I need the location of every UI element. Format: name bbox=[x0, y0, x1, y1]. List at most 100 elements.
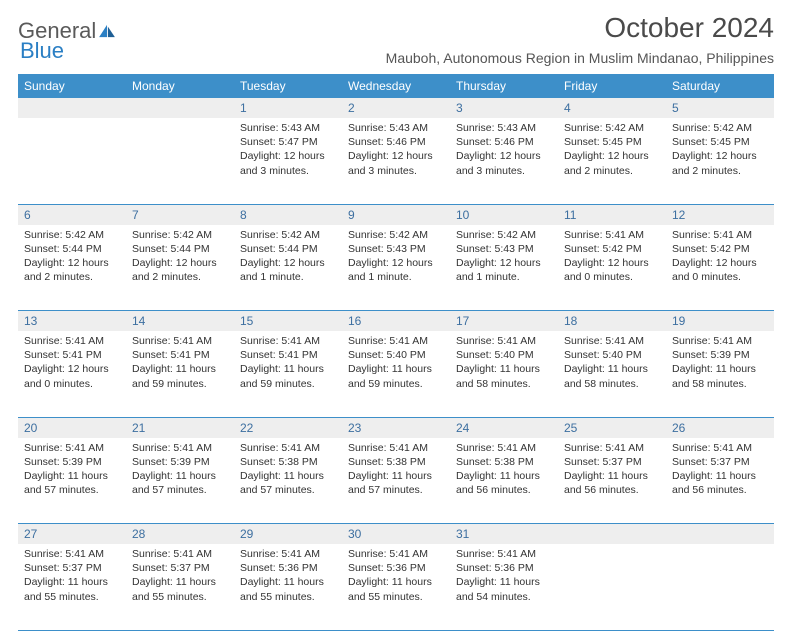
weekday-header: Thursday bbox=[450, 74, 558, 98]
day-content-row: Sunrise: 5:41 AMSunset: 5:39 PMDaylight:… bbox=[18, 438, 774, 524]
day-details: Sunrise: 5:41 AMSunset: 5:42 PMDaylight:… bbox=[666, 225, 774, 291]
day-number-cell: 29 bbox=[234, 524, 342, 545]
day-details: Sunrise: 5:41 AMSunset: 5:40 PMDaylight:… bbox=[342, 331, 450, 397]
day-content-row: Sunrise: 5:42 AMSunset: 5:44 PMDaylight:… bbox=[18, 225, 774, 311]
day-cell: Sunrise: 5:41 AMSunset: 5:41 PMDaylight:… bbox=[126, 331, 234, 417]
day-number-cell: 10 bbox=[450, 204, 558, 225]
day-cell: Sunrise: 5:41 AMSunset: 5:37 PMDaylight:… bbox=[666, 438, 774, 524]
day-number-cell: 26 bbox=[666, 417, 774, 438]
day-details: Sunrise: 5:43 AMSunset: 5:46 PMDaylight:… bbox=[342, 118, 450, 184]
day-details: Sunrise: 5:41 AMSunset: 5:38 PMDaylight:… bbox=[342, 438, 450, 504]
day-cell: Sunrise: 5:41 AMSunset: 5:41 PMDaylight:… bbox=[234, 331, 342, 417]
day-number-cell: 19 bbox=[666, 311, 774, 332]
day-details: Sunrise: 5:41 AMSunset: 5:37 PMDaylight:… bbox=[126, 544, 234, 610]
day-cell: Sunrise: 5:43 AMSunset: 5:47 PMDaylight:… bbox=[234, 118, 342, 204]
logo-text-blue: Blue bbox=[20, 38, 64, 63]
day-cell: Sunrise: 5:41 AMSunset: 5:39 PMDaylight:… bbox=[666, 331, 774, 417]
weekday-header: Monday bbox=[126, 74, 234, 98]
weekday-header: Tuesday bbox=[234, 74, 342, 98]
day-details: Sunrise: 5:43 AMSunset: 5:46 PMDaylight:… bbox=[450, 118, 558, 184]
day-number-cell: 31 bbox=[450, 524, 558, 545]
day-cell bbox=[666, 544, 774, 630]
day-cell: Sunrise: 5:42 AMSunset: 5:43 PMDaylight:… bbox=[450, 225, 558, 311]
day-details: Sunrise: 5:41 AMSunset: 5:38 PMDaylight:… bbox=[234, 438, 342, 504]
day-cell bbox=[126, 118, 234, 204]
day-details: Sunrise: 5:42 AMSunset: 5:43 PMDaylight:… bbox=[450, 225, 558, 291]
day-cell: Sunrise: 5:42 AMSunset: 5:44 PMDaylight:… bbox=[126, 225, 234, 311]
day-cell: Sunrise: 5:42 AMSunset: 5:43 PMDaylight:… bbox=[342, 225, 450, 311]
day-number-cell bbox=[126, 98, 234, 118]
day-number-cell bbox=[18, 98, 126, 118]
day-cell: Sunrise: 5:42 AMSunset: 5:44 PMDaylight:… bbox=[234, 225, 342, 311]
day-cell: Sunrise: 5:41 AMSunset: 5:38 PMDaylight:… bbox=[342, 438, 450, 524]
day-number-cell: 23 bbox=[342, 417, 450, 438]
day-number-cell: 18 bbox=[558, 311, 666, 332]
day-number-cell: 7 bbox=[126, 204, 234, 225]
day-number-cell: 1 bbox=[234, 98, 342, 118]
day-details: Sunrise: 5:42 AMSunset: 5:44 PMDaylight:… bbox=[126, 225, 234, 291]
day-number-cell: 12 bbox=[666, 204, 774, 225]
day-cell: Sunrise: 5:41 AMSunset: 5:37 PMDaylight:… bbox=[18, 544, 126, 630]
day-details: Sunrise: 5:42 AMSunset: 5:45 PMDaylight:… bbox=[558, 118, 666, 184]
day-cell: Sunrise: 5:41 AMSunset: 5:36 PMDaylight:… bbox=[234, 544, 342, 630]
day-cell: Sunrise: 5:42 AMSunset: 5:45 PMDaylight:… bbox=[558, 118, 666, 204]
day-cell: Sunrise: 5:41 AMSunset: 5:40 PMDaylight:… bbox=[558, 331, 666, 417]
day-cell: Sunrise: 5:41 AMSunset: 5:42 PMDaylight:… bbox=[666, 225, 774, 311]
day-cell: Sunrise: 5:42 AMSunset: 5:44 PMDaylight:… bbox=[18, 225, 126, 311]
logo-sail-icon bbox=[98, 24, 116, 38]
day-cell: Sunrise: 5:41 AMSunset: 5:41 PMDaylight:… bbox=[18, 331, 126, 417]
day-number-cell: 6 bbox=[18, 204, 126, 225]
day-number-cell: 3 bbox=[450, 98, 558, 118]
day-number-cell: 22 bbox=[234, 417, 342, 438]
day-cell: Sunrise: 5:41 AMSunset: 5:40 PMDaylight:… bbox=[450, 331, 558, 417]
day-details: Sunrise: 5:41 AMSunset: 5:39 PMDaylight:… bbox=[18, 438, 126, 504]
day-cell bbox=[18, 118, 126, 204]
day-number-cell: 9 bbox=[342, 204, 450, 225]
day-cell: Sunrise: 5:41 AMSunset: 5:37 PMDaylight:… bbox=[126, 544, 234, 630]
day-cell: Sunrise: 5:41 AMSunset: 5:39 PMDaylight:… bbox=[126, 438, 234, 524]
day-cell: Sunrise: 5:41 AMSunset: 5:36 PMDaylight:… bbox=[450, 544, 558, 630]
header: General October 2024 Mauboh, Autonomous … bbox=[18, 12, 774, 66]
day-content-row: Sunrise: 5:41 AMSunset: 5:37 PMDaylight:… bbox=[18, 544, 774, 630]
day-number-cell: 28 bbox=[126, 524, 234, 545]
day-details: Sunrise: 5:41 AMSunset: 5:37 PMDaylight:… bbox=[558, 438, 666, 504]
day-number-cell: 20 bbox=[18, 417, 126, 438]
day-number-cell: 16 bbox=[342, 311, 450, 332]
day-number-cell: 25 bbox=[558, 417, 666, 438]
day-number-cell bbox=[558, 524, 666, 545]
day-details: Sunrise: 5:42 AMSunset: 5:44 PMDaylight:… bbox=[18, 225, 126, 291]
day-cell: Sunrise: 5:41 AMSunset: 5:39 PMDaylight:… bbox=[18, 438, 126, 524]
day-details: Sunrise: 5:41 AMSunset: 5:36 PMDaylight:… bbox=[450, 544, 558, 610]
day-details: Sunrise: 5:42 AMSunset: 5:44 PMDaylight:… bbox=[234, 225, 342, 291]
weekday-header: Saturday bbox=[666, 74, 774, 98]
day-cell: Sunrise: 5:41 AMSunset: 5:38 PMDaylight:… bbox=[450, 438, 558, 524]
day-cell bbox=[558, 544, 666, 630]
day-cell: Sunrise: 5:41 AMSunset: 5:37 PMDaylight:… bbox=[558, 438, 666, 524]
day-details: Sunrise: 5:41 AMSunset: 5:39 PMDaylight:… bbox=[666, 331, 774, 397]
day-number-cell: 21 bbox=[126, 417, 234, 438]
day-details: Sunrise: 5:41 AMSunset: 5:41 PMDaylight:… bbox=[18, 331, 126, 397]
day-number-row: 12345 bbox=[18, 98, 774, 118]
day-details: Sunrise: 5:41 AMSunset: 5:39 PMDaylight:… bbox=[126, 438, 234, 504]
day-number-cell: 8 bbox=[234, 204, 342, 225]
day-number-cell: 2 bbox=[342, 98, 450, 118]
day-number-cell: 17 bbox=[450, 311, 558, 332]
title-block: October 2024 Mauboh, Autonomous Region i… bbox=[386, 12, 774, 66]
weekday-header: Friday bbox=[558, 74, 666, 98]
day-number-cell bbox=[666, 524, 774, 545]
day-details: Sunrise: 5:41 AMSunset: 5:36 PMDaylight:… bbox=[234, 544, 342, 610]
day-details: Sunrise: 5:42 AMSunset: 5:43 PMDaylight:… bbox=[342, 225, 450, 291]
calendar-table: SundayMondayTuesdayWednesdayThursdayFrid… bbox=[18, 74, 774, 631]
day-number-cell: 15 bbox=[234, 311, 342, 332]
day-number-cell: 27 bbox=[18, 524, 126, 545]
day-number-row: 6789101112 bbox=[18, 204, 774, 225]
day-number-cell: 24 bbox=[450, 417, 558, 438]
day-number-cell: 14 bbox=[126, 311, 234, 332]
day-details: Sunrise: 5:41 AMSunset: 5:38 PMDaylight:… bbox=[450, 438, 558, 504]
day-cell: Sunrise: 5:43 AMSunset: 5:46 PMDaylight:… bbox=[450, 118, 558, 204]
location-subtitle: Mauboh, Autonomous Region in Muslim Mind… bbox=[386, 50, 774, 66]
day-details: Sunrise: 5:43 AMSunset: 5:47 PMDaylight:… bbox=[234, 118, 342, 184]
day-number-row: 20212223242526 bbox=[18, 417, 774, 438]
day-details: Sunrise: 5:41 AMSunset: 5:42 PMDaylight:… bbox=[558, 225, 666, 291]
day-number-cell: 13 bbox=[18, 311, 126, 332]
